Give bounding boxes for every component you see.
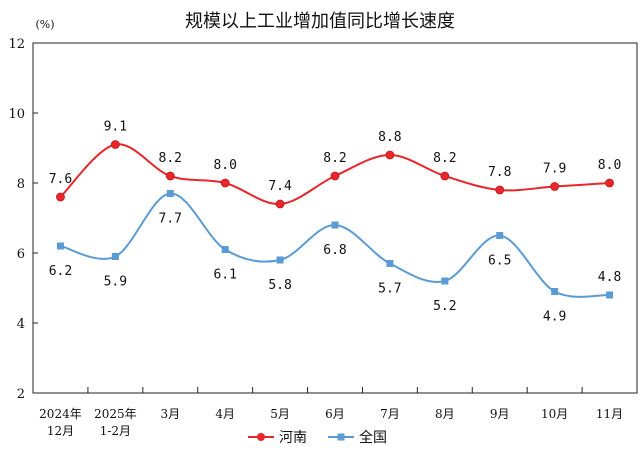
x-tick-label: 10月 (541, 407, 568, 421)
x-tick-label: 1-2月 (100, 424, 131, 438)
data-point (330, 171, 340, 181)
data-label: 5.8 (268, 278, 291, 293)
x-tick-label: 5月 (270, 407, 290, 421)
data-point (166, 190, 174, 197)
data-point (221, 246, 229, 253)
x-tick-label: 3月 (160, 407, 180, 421)
data-point (56, 242, 64, 250)
data-point (441, 277, 449, 285)
data-label: 5.2 (433, 299, 456, 314)
data-point (440, 171, 450, 181)
y-tick-label: 10 (8, 107, 25, 122)
data-point (385, 150, 395, 160)
data-point (276, 256, 284, 264)
data-label: 8.0 (213, 158, 236, 173)
data-label: 4.9 (543, 310, 566, 325)
x-tick-label: 8月 (435, 407, 455, 421)
x-tick-label: 7月 (380, 407, 400, 421)
y-tick-label: 2 (17, 387, 25, 402)
y-axis-unit: (%) (35, 18, 54, 31)
data-label: 8.2 (159, 151, 182, 166)
x-tick-label: 12月 (47, 424, 74, 438)
data-point (550, 182, 560, 191)
legend-label: 全国 (359, 429, 387, 446)
x-tick-label: 2024年 (39, 407, 82, 421)
data-label: 7.4 (268, 179, 292, 194)
x-tick-label: 2025年 (94, 407, 137, 421)
legend-marker (257, 433, 265, 441)
x-tick-label: 6月 (325, 407, 345, 421)
series-henan: 7.6 9.1 8.2 8.0 7.4 8.2 8.8 8.2 7.8 7.9 8.0 (49, 120, 621, 209)
data-point (551, 288, 559, 295)
data-point (605, 178, 614, 188)
data-label: 6.1 (213, 268, 236, 283)
legend-marker (337, 433, 345, 441)
data-point (275, 199, 285, 209)
data-point (331, 221, 339, 229)
data-label: 7.7 (159, 212, 182, 227)
legend-label: 河南 (279, 430, 307, 446)
x-tick-label: 11月 (596, 407, 623, 421)
data-label: 6.2 (49, 264, 72, 279)
data-point (56, 192, 65, 202)
data-label: 9.1 (104, 120, 127, 135)
data-point (606, 291, 614, 299)
data-point (220, 178, 230, 188)
legend-item: 全国 (328, 429, 387, 446)
data-point (495, 185, 505, 195)
plot-area (32, 42, 638, 394)
y-tick-label: 12 (8, 37, 25, 52)
data-point (386, 260, 394, 267)
data-label: 8.2 (323, 151, 346, 166)
y-tick-label: 4 (17, 317, 25, 332)
series-national: 6.2 5.9 7.7 6.1 5.8 6.8 5.7 5.2 6.5 4.9 4.8 (49, 190, 621, 325)
data-point (165, 171, 175, 181)
legend-item: 河南 (248, 430, 307, 446)
chart-title: 规模以上工业增加值同比增长速度 (185, 11, 455, 32)
y-tick-label: 8 (17, 177, 25, 192)
data-label: 5.9 (104, 275, 127, 290)
data-point (496, 232, 504, 239)
data-label: 7.9 (543, 162, 566, 177)
data-label: 6.8 (323, 243, 346, 258)
data-label: 4.8 (598, 270, 621, 285)
data-point (110, 140, 120, 149)
data-label: 6.5 (488, 254, 511, 269)
data-label: 7.6 (49, 172, 72, 187)
data-label: 5.7 (378, 282, 401, 297)
data-label: 8.8 (378, 130, 401, 145)
data-label: 7.8 (488, 165, 511, 180)
x-tick-label: 9月 (490, 407, 510, 421)
y-tick-label: 6 (17, 247, 25, 262)
data-label: 8.0 (598, 158, 621, 173)
data-point (111, 253, 119, 260)
x-tick-label: 4月 (215, 407, 235, 421)
data-label: 8.2 (433, 151, 456, 166)
